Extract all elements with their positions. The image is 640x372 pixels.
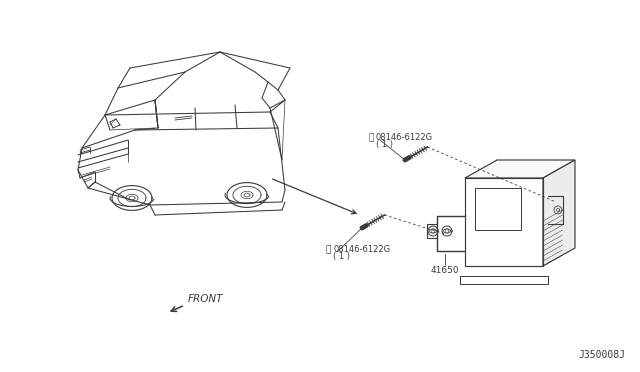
Polygon shape: [543, 160, 575, 266]
Bar: [475, 188, 521, 230]
Text: ( 1 ): ( 1 ): [333, 253, 350, 262]
Text: Ⓑ: Ⓑ: [326, 246, 331, 254]
Text: Ⓑ: Ⓑ: [369, 134, 374, 142]
Text: ( 1 ): ( 1 ): [376, 141, 393, 150]
Text: 08146-6122G: 08146-6122G: [333, 246, 390, 254]
Text: 08146-6122G: 08146-6122G: [376, 134, 433, 142]
Text: J350008J: J350008J: [578, 350, 625, 360]
Text: FRONT: FRONT: [188, 294, 223, 304]
Polygon shape: [465, 160, 575, 178]
Text: 41650: 41650: [431, 266, 460, 275]
